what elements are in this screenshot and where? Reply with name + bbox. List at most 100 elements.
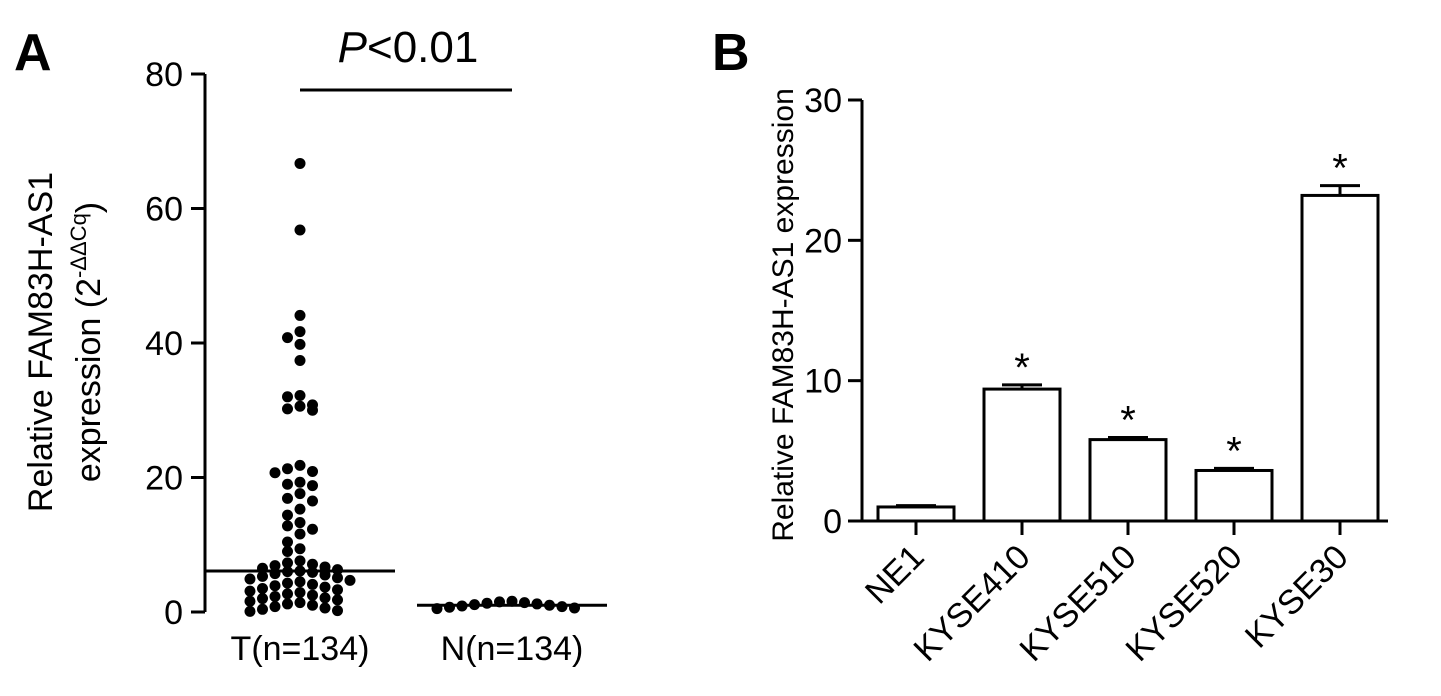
data-point <box>294 224 306 236</box>
data-point <box>282 391 293 403</box>
y-label-superscript: -ΔΔCq <box>66 213 91 278</box>
data-point <box>294 528 306 540</box>
data-point <box>294 543 306 555</box>
data-point <box>332 594 343 606</box>
panel-b-y-axis: 0 10 20 30 <box>804 82 864 541</box>
x-tick-label: KYSE30 <box>1238 538 1356 656</box>
panel-a-label: A <box>14 24 52 82</box>
data-point <box>294 586 306 598</box>
data-point <box>294 354 306 366</box>
data-point <box>307 465 318 477</box>
data-point <box>294 476 306 488</box>
data-point <box>294 309 306 321</box>
panel-a-y-label: Relative FAM83H-AS1 expression (2-ΔΔCq) <box>22 172 108 512</box>
data-point <box>294 326 306 338</box>
data-point <box>282 403 293 415</box>
panel-a-x-axis: T(n=134) N(n=134) <box>231 630 584 668</box>
bar <box>1300 193 1380 523</box>
significance-asterisk: * <box>1120 399 1136 443</box>
y-tick-label: 60 <box>145 191 183 229</box>
data-point <box>481 597 493 609</box>
data-point <box>294 157 306 169</box>
data-point <box>257 570 268 582</box>
panel-a-data-points <box>244 157 580 617</box>
data-point <box>282 577 293 589</box>
data-point <box>332 605 343 617</box>
data-point <box>282 332 293 344</box>
data-point <box>294 503 306 515</box>
y-tick-label: 30 <box>804 82 842 120</box>
data-point <box>257 582 268 594</box>
p-value-annotation: P<0.01 <box>338 23 479 72</box>
data-point <box>444 601 455 613</box>
data-point <box>307 480 318 492</box>
data-point <box>282 520 293 532</box>
data-point <box>269 467 281 479</box>
data-point <box>244 585 256 597</box>
data-point <box>307 589 318 601</box>
data-point <box>294 488 306 500</box>
data-point <box>282 598 293 610</box>
y-tick-label: 0 <box>164 594 183 632</box>
data-point <box>319 592 331 604</box>
data-point <box>282 492 293 504</box>
significance-asterisk: * <box>1014 346 1030 390</box>
y-tick-label: 40 <box>145 325 183 363</box>
x-tick-label: N(n=134) <box>441 630 584 668</box>
bar <box>876 505 956 523</box>
data-point <box>269 601 281 613</box>
data-point <box>294 576 306 588</box>
y-tick-label: 20 <box>145 460 183 498</box>
data-point <box>307 578 318 590</box>
data-point <box>294 338 306 350</box>
panel-b-y-label: Relative FAM83H-AS1 expression <box>767 88 800 542</box>
data-point <box>257 603 268 615</box>
y-label-prefix: expression (2 <box>70 278 108 482</box>
panel-a-y-label-line1: Relative FAM83H-AS1 <box>22 172 60 512</box>
data-point <box>282 463 293 475</box>
panel-b: B 0 10 20 30 * * * * NE1KYSE410KYSE510KYSE520K… <box>712 24 1388 669</box>
x-tick-label: NE1 <box>858 538 932 612</box>
data-point <box>332 572 343 584</box>
data-point <box>294 389 306 401</box>
data-point <box>244 595 256 607</box>
y-tick-label: 10 <box>804 363 842 401</box>
y-tick-label: 80 <box>145 56 183 94</box>
data-point <box>294 400 306 412</box>
significance-asterisk: * <box>1226 429 1242 473</box>
data-point <box>307 523 318 535</box>
panel-b-bars: * * * * <box>876 147 1380 523</box>
x-tick-label: KYSE410 <box>907 538 1038 669</box>
panel-a-median-lines <box>205 569 607 607</box>
data-point <box>319 581 331 593</box>
y-tick-label: 0 <box>823 503 842 541</box>
data-point <box>282 588 293 600</box>
data-point <box>307 404 318 416</box>
y-tick-label: 20 <box>804 222 842 260</box>
data-point <box>244 573 256 585</box>
data-point <box>294 517 306 529</box>
data-point <box>294 555 306 567</box>
x-tick-label: KYSE510 <box>1013 538 1144 669</box>
significance-asterisk: * <box>1332 147 1348 191</box>
data-point <box>282 478 293 490</box>
data-point <box>257 593 268 605</box>
panel-b-label: B <box>712 24 750 82</box>
data-point <box>307 599 318 611</box>
bar <box>1194 468 1274 523</box>
data-point <box>269 591 281 603</box>
data-point <box>294 459 306 471</box>
x-tick-label: KYSE520 <box>1119 538 1250 669</box>
data-point <box>319 602 331 614</box>
data-point <box>307 558 318 570</box>
panel-a-y-label-line2: expression (2-ΔΔCq) <box>66 202 108 482</box>
data-point <box>307 495 318 507</box>
data-point <box>332 584 343 596</box>
data-point <box>244 605 256 617</box>
data-point <box>282 536 293 548</box>
bar <box>1088 438 1168 523</box>
p-value-italic: P <box>338 23 368 72</box>
data-point <box>269 560 281 572</box>
